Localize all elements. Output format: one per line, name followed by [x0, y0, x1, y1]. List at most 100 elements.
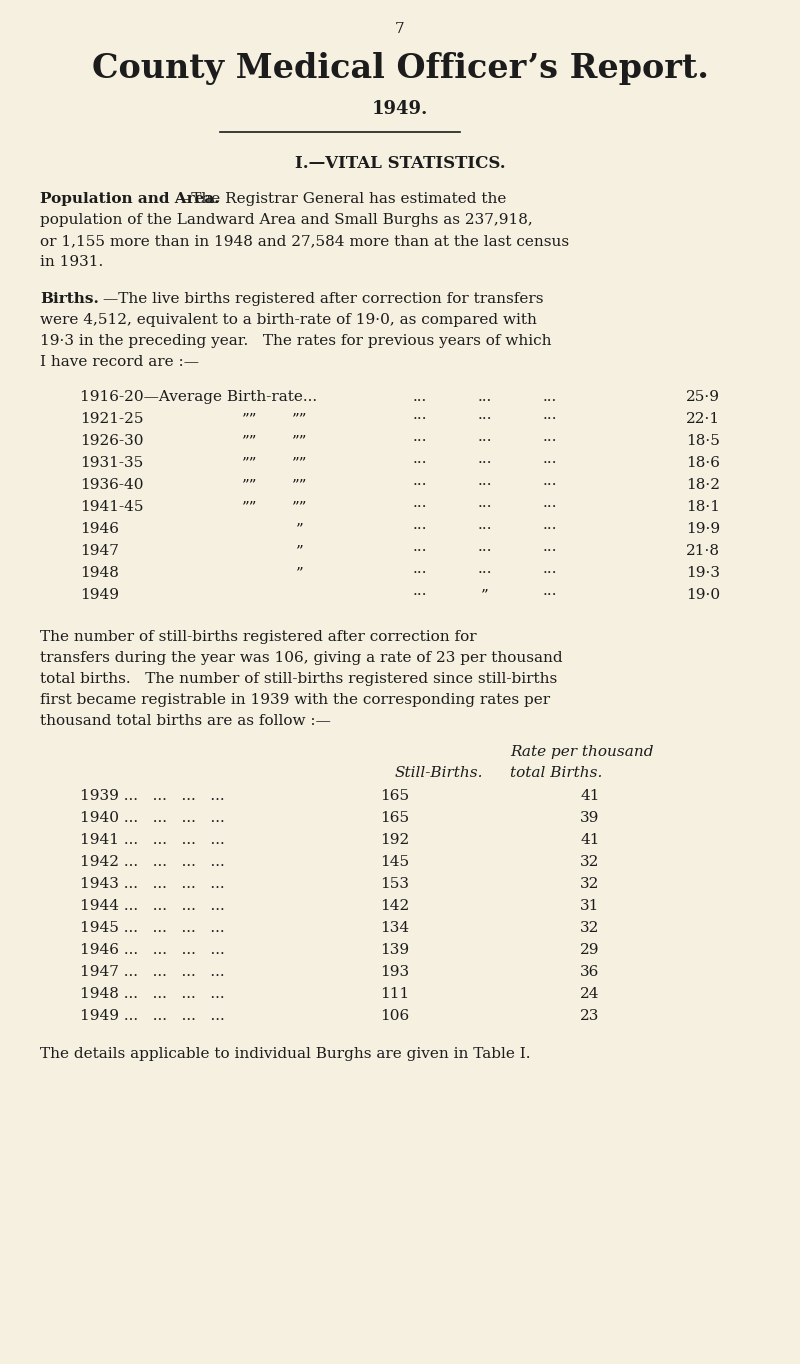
Text: ””: ””	[292, 434, 308, 447]
Text: ···: ···	[542, 588, 558, 602]
Text: 1926-30: 1926-30	[80, 434, 143, 447]
Text: 18·6: 18·6	[686, 456, 720, 471]
Text: 111: 111	[380, 988, 410, 1001]
Text: ”: ”	[296, 544, 304, 558]
Text: ···: ···	[478, 544, 492, 558]
Text: I have record are :—: I have record are :—	[40, 355, 199, 370]
Text: 36: 36	[580, 964, 600, 979]
Text: ...: ...	[543, 390, 557, 404]
Text: 32: 32	[580, 877, 600, 891]
Text: 193: 193	[381, 964, 410, 979]
Text: 1948: 1948	[80, 566, 119, 580]
Text: ···: ···	[413, 456, 427, 471]
Text: ”: ”	[296, 522, 304, 536]
Text: —The live births registered after correction for transfers: —The live births registered after correc…	[103, 292, 543, 306]
Text: ””: ””	[292, 412, 308, 426]
Text: 1948 ...   ...   ...   ...: 1948 ... ... ... ...	[80, 988, 225, 1001]
Text: 1936-40: 1936-40	[80, 477, 143, 492]
Text: 1931-35: 1931-35	[80, 456, 143, 471]
Text: 7: 7	[395, 22, 405, 35]
Text: ””: ””	[242, 501, 258, 514]
Text: ···: ···	[542, 477, 558, 492]
Text: 19·9: 19·9	[686, 522, 720, 536]
Text: ””: ””	[242, 434, 258, 447]
Text: Rate per thousand: Rate per thousand	[510, 745, 654, 758]
Text: 29: 29	[580, 943, 600, 958]
Text: 134: 134	[381, 921, 410, 934]
Text: 1943 ...   ...   ...   ...: 1943 ... ... ... ...	[80, 877, 225, 891]
Text: ””: ””	[242, 412, 258, 426]
Text: thousand total births are as follow :—: thousand total births are as follow :—	[40, 713, 331, 728]
Text: ···: ···	[413, 522, 427, 536]
Text: 21·8: 21·8	[686, 544, 720, 558]
Text: in 1931.: in 1931.	[40, 255, 103, 269]
Text: ···: ···	[413, 412, 427, 426]
Text: ···: ···	[413, 544, 427, 558]
Text: ””: ””	[292, 456, 308, 471]
Text: 18·1: 18·1	[686, 501, 720, 514]
Text: ···: ···	[478, 477, 492, 492]
Text: 1944 ...   ...   ...   ...: 1944 ... ... ... ...	[80, 899, 225, 913]
Text: —The Registrar General has estimated the: —The Registrar General has estimated the	[176, 192, 506, 206]
Text: Births.: Births.	[40, 292, 99, 306]
Text: 25·9: 25·9	[686, 390, 720, 404]
Text: 1949 ...   ...   ...   ...: 1949 ... ... ... ...	[80, 1009, 225, 1023]
Text: 18·5: 18·5	[686, 434, 720, 447]
Text: ”: ”	[296, 566, 304, 580]
Text: 165: 165	[381, 812, 410, 825]
Text: 41: 41	[580, 788, 600, 803]
Text: 1947 ...   ...   ...   ...: 1947 ... ... ... ...	[80, 964, 225, 979]
Text: 1945 ...   ...   ...   ...: 1945 ... ... ... ...	[80, 921, 225, 934]
Text: ...: ...	[413, 390, 427, 404]
Text: 19·3: 19·3	[686, 566, 720, 580]
Text: 1946 ...   ...   ...   ...: 1946 ... ... ... ...	[80, 943, 225, 958]
Text: ···: ···	[478, 412, 492, 426]
Text: 1941 ...   ...   ...   ...: 1941 ... ... ... ...	[80, 833, 225, 847]
Text: ···: ···	[542, 412, 558, 426]
Text: 192: 192	[380, 833, 410, 847]
Text: ””: ””	[242, 456, 258, 471]
Text: 39: 39	[580, 812, 600, 825]
Text: 41: 41	[580, 833, 600, 847]
Text: ···: ···	[478, 566, 492, 580]
Text: ···: ···	[413, 588, 427, 602]
Text: I.—VITAL STATISTICS.: I.—VITAL STATISTICS.	[294, 155, 506, 172]
Text: 1949: 1949	[80, 588, 119, 602]
Text: ””: ””	[292, 501, 308, 514]
Text: ””: ””	[242, 477, 258, 492]
Text: ”: ”	[481, 588, 489, 602]
Text: 1947: 1947	[80, 544, 119, 558]
Text: ···: ···	[478, 522, 492, 536]
Text: The details applicable to individual Burghs are given in Table I.: The details applicable to individual Bur…	[40, 1048, 530, 1061]
Text: 32: 32	[580, 921, 600, 934]
Text: or 1,155 more than in 1948 and 27,584 more than at the last census: or 1,155 more than in 1948 and 27,584 mo…	[40, 235, 569, 248]
Text: 31: 31	[580, 899, 600, 913]
Text: County Medical Officer’s Report.: County Medical Officer’s Report.	[91, 52, 709, 85]
Text: ···: ···	[478, 456, 492, 471]
Text: 1942 ...   ...   ...   ...: 1942 ... ... ... ...	[80, 855, 225, 869]
Text: 106: 106	[380, 1009, 410, 1023]
Text: 22·1: 22·1	[686, 412, 720, 426]
Text: ···: ···	[542, 544, 558, 558]
Text: ···: ···	[413, 477, 427, 492]
Text: ···: ···	[542, 501, 558, 514]
Text: 19·3 in the preceding year.   The rates for previous years of which: 19·3 in the preceding year. The rates fo…	[40, 334, 551, 348]
Text: 1946: 1946	[80, 522, 119, 536]
Text: ···: ···	[478, 434, 492, 447]
Text: 1941-45: 1941-45	[80, 501, 143, 514]
Text: ···: ···	[413, 501, 427, 514]
Text: 139: 139	[381, 943, 410, 958]
Text: 24: 24	[580, 988, 600, 1001]
Text: 1940 ...   ...   ...   ...: 1940 ... ... ... ...	[80, 812, 225, 825]
Text: 165: 165	[381, 788, 410, 803]
Text: ···: ···	[542, 566, 558, 580]
Text: ””: ””	[292, 477, 308, 492]
Text: first became registrable in 1939 with the corresponding rates per: first became registrable in 1939 with th…	[40, 693, 550, 707]
Text: ···: ···	[542, 522, 558, 536]
Text: 1921-25: 1921-25	[80, 412, 143, 426]
Text: 19·0: 19·0	[686, 588, 720, 602]
Text: 145: 145	[381, 855, 410, 869]
Text: population of the Landward Area and Small Burghs as 237,918,: population of the Landward Area and Smal…	[40, 213, 533, 226]
Text: 32: 32	[580, 855, 600, 869]
Text: ···: ···	[478, 501, 492, 514]
